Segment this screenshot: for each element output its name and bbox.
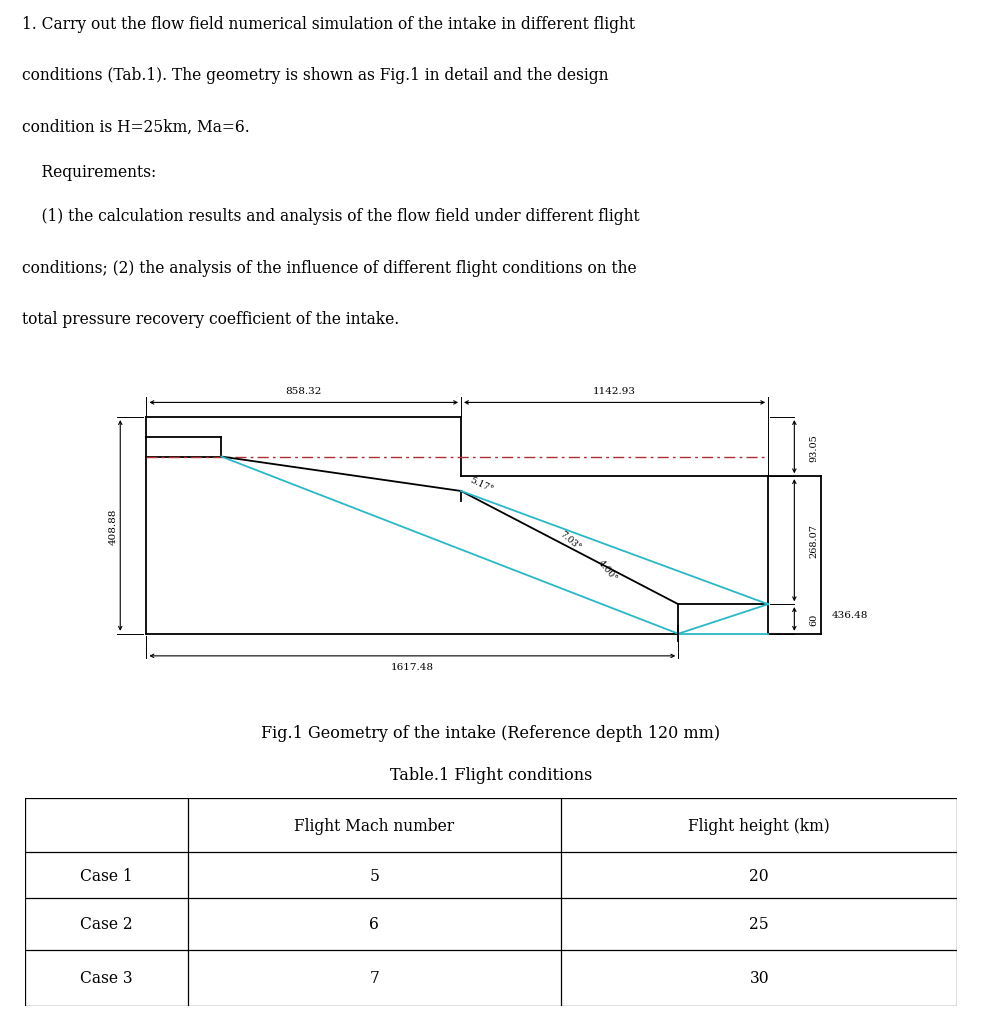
Text: Table.1 Flight conditions: Table.1 Flight conditions (390, 766, 592, 783)
Text: 60: 60 (809, 614, 818, 626)
Text: 5.17°: 5.17° (468, 475, 495, 493)
Text: Case 1: Case 1 (80, 866, 133, 884)
Text: conditions; (2) the analysis of the influence of different flight conditions on : conditions; (2) the analysis of the infl… (22, 260, 636, 277)
Text: 30: 30 (749, 970, 769, 987)
Text: 1617.48: 1617.48 (391, 662, 434, 671)
Text: 4.00°: 4.00° (596, 558, 619, 582)
Text: Case 2: Case 2 (80, 916, 133, 932)
Text: 20: 20 (749, 866, 769, 884)
Text: 408.88: 408.88 (108, 508, 117, 544)
Text: 6: 6 (369, 916, 379, 932)
Text: condition is H=25km, Ma=6.: condition is H=25km, Ma=6. (22, 118, 249, 135)
Text: 93.05: 93.05 (809, 434, 818, 461)
Text: conditions (Tab.1). The geometry is shown as Fig.1 in detail and the design: conditions (Tab.1). The geometry is show… (22, 67, 608, 84)
Text: 5: 5 (369, 866, 379, 884)
Text: Fig.1 Geometry of the intake (Reference depth 120 mm): Fig.1 Geometry of the intake (Reference … (261, 725, 721, 741)
Text: Case 3: Case 3 (80, 970, 133, 987)
Text: total pressure recovery coefficient of the intake.: total pressure recovery coefficient of t… (22, 311, 399, 329)
Text: 268.07: 268.07 (809, 524, 818, 558)
Text: 25: 25 (749, 916, 769, 932)
Text: 1142.93: 1142.93 (593, 386, 636, 395)
Text: 1. Carry out the flow field numerical simulation of the intake in different flig: 1. Carry out the flow field numerical si… (22, 15, 634, 32)
Text: 7.03°: 7.03° (559, 530, 583, 552)
Text: 858.32: 858.32 (286, 386, 322, 395)
Text: 7: 7 (369, 970, 379, 987)
Text: Flight height (km): Flight height (km) (688, 817, 830, 834)
Text: Requirements:: Requirements: (22, 164, 156, 180)
Text: (1) the calculation results and analysis of the flow field under different fligh: (1) the calculation results and analysis… (22, 208, 639, 225)
Text: 436.48: 436.48 (832, 610, 868, 619)
Text: Flight Mach number: Flight Mach number (295, 817, 455, 834)
